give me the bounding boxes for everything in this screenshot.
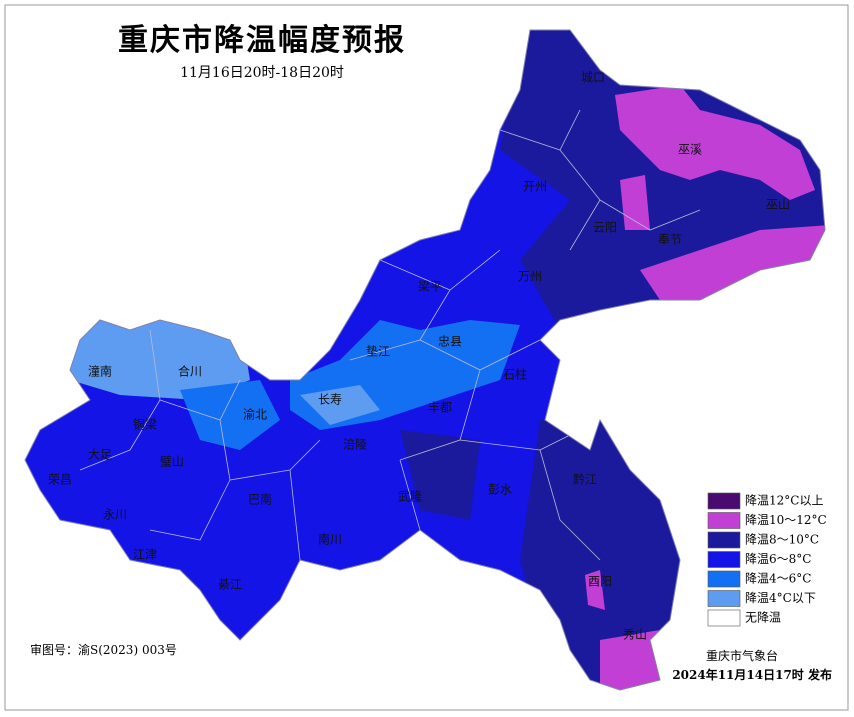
map-area	[620, 175, 650, 230]
legend-label: 降温12°C以上	[745, 494, 823, 508]
legend-label: 降温10～12°C	[745, 513, 827, 527]
district-label: 涪陵	[343, 437, 367, 452]
title: 重庆市降温幅度预报	[118, 23, 406, 58]
map-area	[300, 385, 380, 425]
district-label: 酉阳	[588, 575, 612, 589]
district-label: 荣昌	[48, 473, 72, 487]
district-label: 石柱	[503, 367, 527, 382]
district-label: 开州	[523, 180, 547, 194]
map-area	[615, 85, 815, 200]
district-label: 忠县	[438, 335, 462, 349]
legend-swatch	[707, 570, 741, 588]
district-label: 奉节	[658, 233, 682, 247]
boundary	[79, 109, 701, 561]
district-label: 潼南	[88, 364, 112, 379]
district-label: 巫溪	[678, 143, 702, 157]
legend-swatch	[707, 551, 741, 568]
district-label: 璧山	[160, 454, 184, 469]
district-label: 铜梁	[133, 417, 157, 432]
map-area	[640, 225, 825, 300]
legend-swatch	[707, 492, 741, 510]
district-label: 巫山	[766, 198, 790, 212]
district-label: 合川	[178, 364, 202, 379]
map-area	[585, 570, 605, 610]
district-label: 云阳	[593, 221, 617, 235]
map-area	[400, 430, 480, 520]
legend-swatch	[707, 590, 741, 607]
district-label: 大足	[88, 448, 112, 462]
map-area	[600, 630, 665, 690]
map-area	[180, 380, 280, 450]
district-label: 綦江	[218, 578, 242, 592]
district-labels: 城口 巫溪 开州 云阳 奉节 巫山 梁平 万州 潼南 合川 垫江 忠县 石柱 渝…	[48, 71, 790, 642]
legend-label: 降温4～6°C	[745, 572, 811, 586]
district-label: 武隆	[398, 489, 422, 504]
district-label: 丰都	[428, 401, 452, 415]
district-label: 长寿	[318, 393, 342, 407]
district-label: 垫江	[366, 344, 390, 359]
legend-label: 无降温	[745, 611, 781, 625]
legend-label: 降温4°C以下	[745, 591, 816, 605]
issue-time: 2024年11月14日17时 发布	[672, 667, 832, 682]
district-label: 南川	[318, 532, 342, 547]
district-label: 梁平	[418, 279, 442, 294]
district-label: 万州	[518, 270, 542, 284]
legend-swatch	[707, 531, 741, 549]
district-label: 永川	[103, 508, 127, 522]
district-label: 巴南	[248, 492, 272, 507]
subtitle: 11月16日20时-18日20时	[180, 65, 344, 81]
approval-number: 审图号：渝S(2023) 003号	[30, 642, 177, 657]
legend-label: 降温6～8°C	[745, 552, 811, 566]
district-label: 黔江	[573, 472, 597, 487]
legend-swatch	[707, 609, 741, 627]
district-label: 江津	[133, 548, 157, 562]
district-label: 彭水	[488, 483, 512, 497]
district-label: 城口	[581, 71, 605, 85]
district-label: 秀山	[623, 628, 647, 642]
legend-swatch	[707, 512, 741, 529]
district-label: 渝北	[243, 407, 267, 422]
map-area	[60, 320, 250, 400]
legend-label: 降温8～10°C	[745, 533, 819, 547]
publisher: 重庆市气象台	[706, 648, 778, 663]
